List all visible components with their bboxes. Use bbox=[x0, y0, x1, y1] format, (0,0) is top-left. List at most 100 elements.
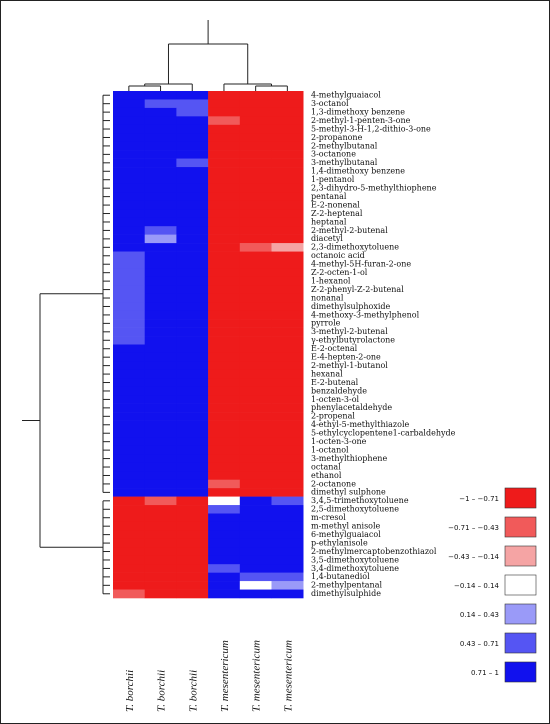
row-label: E-4-hepten-2-one bbox=[311, 353, 381, 362]
heatmap-cell bbox=[144, 521, 177, 531]
heatmap-cell bbox=[208, 572, 241, 582]
heatmap-cell bbox=[271, 327, 304, 337]
heatmap-cell bbox=[208, 538, 241, 548]
heatmap-cell bbox=[144, 369, 177, 379]
heatmap-cell bbox=[271, 555, 304, 565]
row-label: heptanal bbox=[311, 217, 347, 226]
heatmap-cell bbox=[208, 454, 241, 464]
heatmap-cell bbox=[208, 336, 241, 345]
heatmap-cell bbox=[113, 116, 145, 126]
heatmap-cell bbox=[144, 471, 177, 480]
heatmap-cell bbox=[176, 327, 209, 337]
heatmap-cell bbox=[271, 361, 304, 371]
heatmap-cell bbox=[113, 572, 145, 582]
heatmap-cell bbox=[208, 395, 241, 404]
heatmap-cell bbox=[113, 158, 145, 168]
heatmap-cell bbox=[176, 268, 209, 278]
row-label: 3-octanone bbox=[311, 150, 356, 159]
heatmap-cell bbox=[176, 226, 209, 235]
heatmap-cell bbox=[176, 285, 209, 295]
legend-swatch bbox=[504, 661, 537, 683]
legend-swatch bbox=[504, 632, 537, 654]
row-label: 4-ethyl-5-methylthiazole bbox=[311, 420, 410, 429]
heatmap-cell bbox=[144, 268, 177, 278]
heatmap-cell bbox=[113, 496, 145, 506]
row-label: 4-methylguaiacol bbox=[311, 91, 381, 100]
row-label: 3,4-dimethoxytoluene bbox=[311, 564, 399, 573]
row-label: 3-octanol bbox=[311, 99, 349, 108]
heatmap-cell bbox=[208, 209, 241, 219]
heatmap-cell bbox=[176, 369, 209, 379]
heatmap-cell bbox=[144, 454, 177, 464]
legend-swatch bbox=[504, 574, 537, 596]
heatmap-cell bbox=[271, 99, 304, 109]
heatmap-cell bbox=[208, 369, 241, 379]
heatmap-cell bbox=[239, 91, 272, 100]
heatmap-cell bbox=[144, 445, 177, 455]
heatmap-cell bbox=[113, 285, 145, 295]
heatmap-cell bbox=[113, 369, 145, 379]
heatmap-cell bbox=[144, 107, 177, 117]
row-label: E-2-octenal bbox=[311, 344, 358, 353]
column-label: T. borchii bbox=[156, 670, 168, 712]
heatmap-cell bbox=[271, 319, 304, 328]
heatmap-cell bbox=[208, 167, 241, 176]
heatmap-cell bbox=[113, 268, 145, 278]
heatmap-cell bbox=[239, 437, 272, 447]
heatmap-cell bbox=[176, 319, 209, 328]
heatmap-cell bbox=[176, 158, 209, 168]
heatmap-cell bbox=[113, 319, 145, 328]
heatmap-cell bbox=[176, 116, 209, 126]
heatmap-cell bbox=[271, 293, 304, 303]
heatmap-cell bbox=[144, 589, 177, 599]
heatmap-cell bbox=[176, 336, 209, 345]
heatmap-cell bbox=[113, 243, 145, 252]
heatmap-cell bbox=[113, 175, 145, 185]
heatmap-cell bbox=[208, 412, 241, 421]
row-label: ethanol bbox=[311, 471, 342, 480]
heatmap-cell bbox=[239, 521, 272, 531]
heatmap-cell bbox=[176, 488, 209, 497]
heatmap-cell bbox=[144, 209, 177, 219]
heatmap-cell bbox=[113, 293, 145, 303]
heatmap-cell bbox=[239, 310, 272, 320]
heatmap-cell bbox=[176, 530, 209, 540]
heatmap-cell bbox=[144, 302, 177, 311]
heatmap-cell bbox=[208, 361, 241, 371]
heatmap-cell bbox=[271, 420, 304, 430]
heatmap-cell bbox=[144, 581, 177, 590]
heatmap-cell bbox=[113, 310, 145, 320]
heatmap-cell bbox=[113, 471, 145, 480]
heatmap-cell bbox=[208, 319, 241, 328]
heatmap-cell bbox=[208, 141, 241, 151]
heatmap-cell bbox=[239, 276, 272, 286]
legend-label: 0.43 – 0.71 bbox=[460, 640, 499, 648]
heatmap-cell bbox=[271, 234, 304, 244]
heatmap-cell bbox=[176, 209, 209, 219]
heatmap-cell bbox=[208, 124, 241, 134]
heatmap-cell bbox=[239, 260, 272, 269]
heatmap-cell bbox=[144, 285, 177, 295]
heatmap-cell bbox=[113, 226, 145, 235]
row-label: 5-ethylcyclopentene1-carbaldehyde bbox=[311, 429, 456, 438]
heatmap-cell bbox=[271, 429, 304, 438]
heatmap-cell bbox=[271, 167, 304, 176]
heatmap-cell bbox=[176, 420, 209, 430]
heatmap-cell bbox=[113, 412, 145, 421]
heatmap-cell bbox=[271, 91, 304, 100]
row-label: dimethyl sulphone bbox=[311, 488, 386, 497]
heatmap-cell bbox=[144, 183, 177, 193]
heatmap-cell bbox=[208, 183, 241, 193]
heatmap-cell bbox=[239, 572, 272, 582]
heatmap-cell bbox=[176, 260, 209, 269]
heatmap-cell bbox=[144, 319, 177, 328]
heatmap-cell bbox=[239, 107, 272, 117]
legend-swatch bbox=[504, 545, 537, 567]
heatmap-cell bbox=[271, 133, 304, 142]
heatmap-cell bbox=[176, 361, 209, 371]
heatmap-cell bbox=[271, 107, 304, 117]
heatmap-cell bbox=[113, 200, 145, 210]
heatmap-cell bbox=[113, 141, 145, 151]
heatmap-cell bbox=[113, 344, 145, 354]
heatmap-cell bbox=[239, 530, 272, 540]
